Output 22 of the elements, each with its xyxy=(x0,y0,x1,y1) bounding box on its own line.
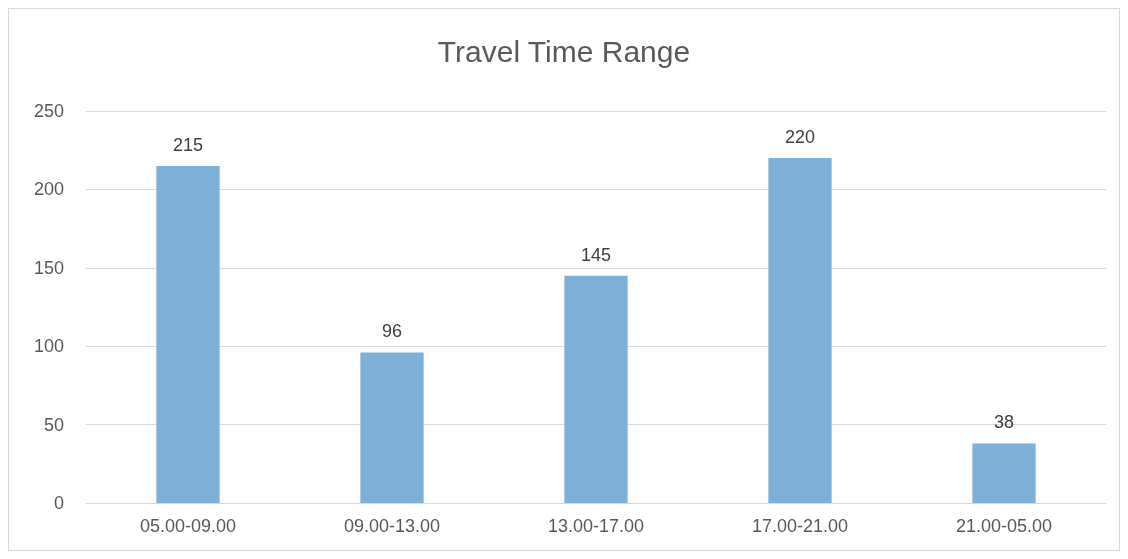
x-tick-label: 09.00-13.00 xyxy=(343,516,441,536)
data-label: 215 xyxy=(172,134,204,155)
data-label: 220 xyxy=(784,127,816,148)
x-tick-label: 17.00-21.00 xyxy=(751,516,849,536)
y-tick-label: 0 xyxy=(53,493,64,513)
bar xyxy=(360,352,424,503)
x-tick-label: 21.00-05.00 xyxy=(955,516,1053,536)
y-tick-label: 150 xyxy=(33,257,64,278)
x-tick-label: 05.00-09.00 xyxy=(139,516,237,536)
y-tick-label: 50 xyxy=(43,414,64,435)
bar xyxy=(564,275,628,503)
data-label: 38 xyxy=(993,412,1015,433)
data-label: 96 xyxy=(381,321,403,342)
data-label: 145 xyxy=(580,244,612,265)
bar xyxy=(972,443,1036,503)
y-tick-label: 100 xyxy=(33,336,64,357)
bar xyxy=(156,165,220,503)
y-tick-label: 200 xyxy=(33,179,64,200)
y-tick-label: 250 xyxy=(33,101,64,121)
bar xyxy=(768,158,832,503)
x-tick-label: 13.00-17.00 xyxy=(547,516,645,536)
chart-title: Travel Time Range xyxy=(437,34,691,68)
